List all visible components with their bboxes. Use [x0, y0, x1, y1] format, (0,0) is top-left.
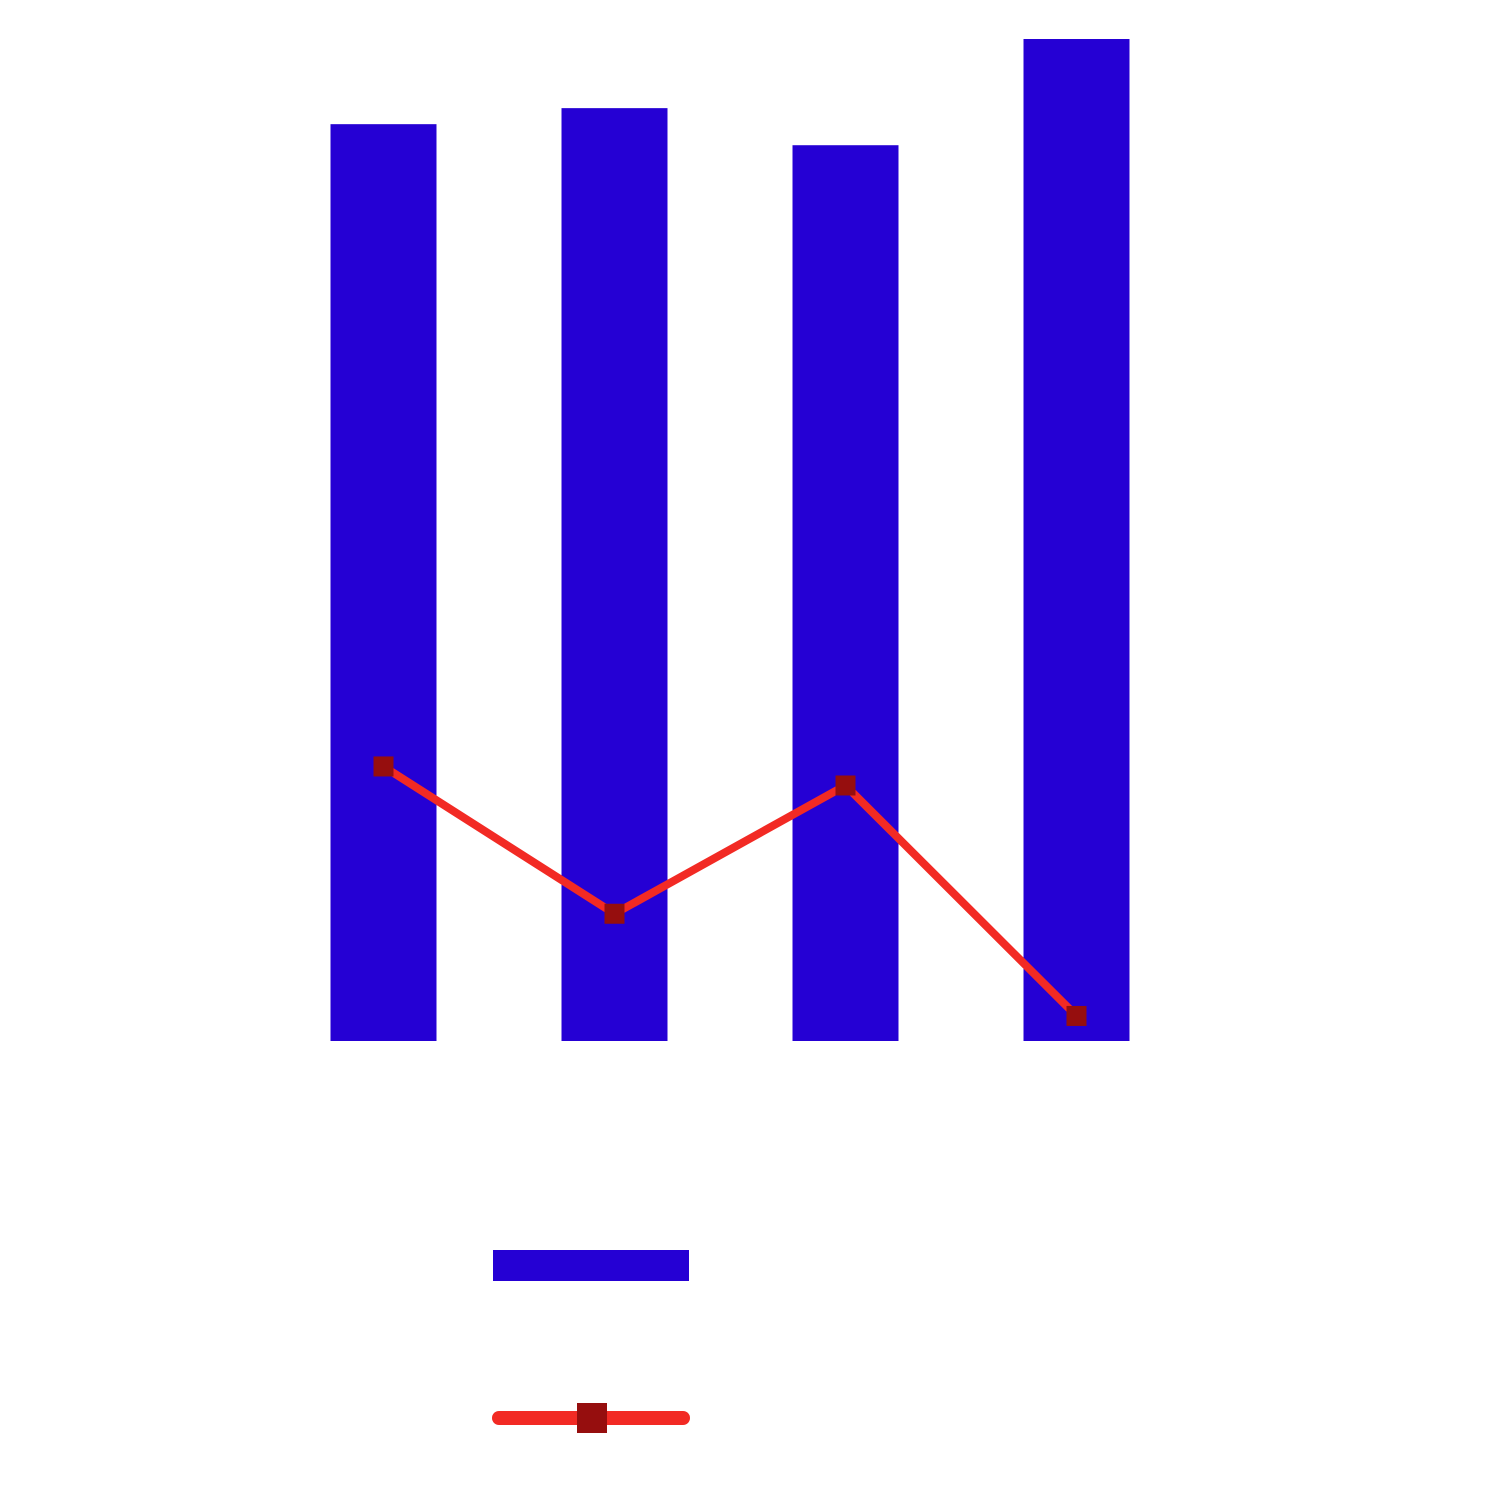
bar [561, 108, 668, 1041]
marker [1066, 1005, 1087, 1026]
legend-swatch [493, 1250, 689, 1281]
marker [835, 775, 856, 796]
bar [792, 145, 899, 1041]
bar [330, 124, 437, 1042]
marker [373, 756, 394, 777]
line [381, 763, 1080, 1019]
legend-marker [577, 1403, 607, 1433]
bar [1023, 39, 1130, 1041]
marker [604, 903, 625, 924]
